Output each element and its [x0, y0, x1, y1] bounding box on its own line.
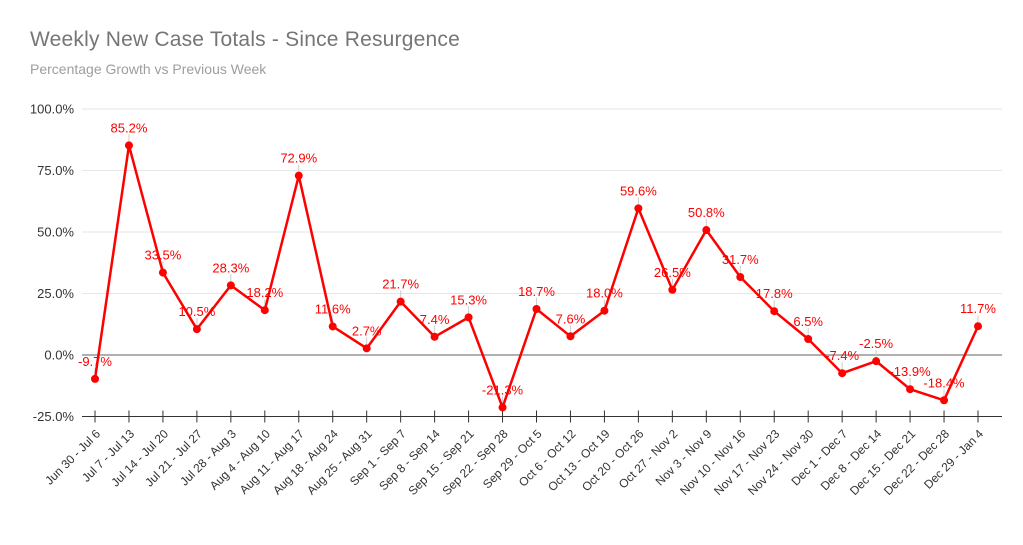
- data-point[interactable]: [362, 344, 371, 353]
- data-point-label: 7.4%: [420, 312, 450, 327]
- data-point[interactable]: [634, 204, 643, 213]
- data-point-label: 17.8%: [756, 286, 793, 301]
- data-point-label: 7.6%: [556, 311, 586, 326]
- data-point-label: 11.7%: [960, 301, 996, 316]
- data-point[interactable]: [566, 332, 575, 341]
- data-point-label: 31.7%: [722, 252, 759, 267]
- data-point[interactable]: [872, 357, 881, 366]
- y-axis-label: -25.0%: [33, 409, 75, 424]
- data-point[interactable]: [430, 332, 439, 341]
- x-axis-label: Dec 29 - Jan 4: [921, 426, 986, 491]
- data-point-label: 15.3%: [450, 292, 487, 307]
- data-point[interactable]: [940, 396, 949, 405]
- data-point[interactable]: [702, 226, 711, 235]
- data-point[interactable]: [838, 369, 847, 378]
- data-point-label: 50.8%: [688, 205, 725, 220]
- data-point-label: -7.4%: [825, 348, 859, 363]
- y-axis-label: 0.0%: [44, 348, 74, 363]
- y-axis-label: 100.0%: [30, 102, 75, 117]
- data-point-label: 72.9%: [280, 151, 317, 166]
- data-point-label: 6.5%: [793, 314, 823, 329]
- data-point[interactable]: [974, 322, 982, 331]
- data-point-label: 26.5%: [654, 265, 691, 280]
- data-point[interactable]: [498, 403, 507, 412]
- y-axis-label: 50.0%: [37, 225, 74, 240]
- chart-subtitle: Percentage Growth vs Previous Week: [30, 61, 267, 77]
- data-point-label: 10.5%: [178, 304, 215, 319]
- data-point-label: -18.4%: [923, 375, 965, 390]
- data-point[interactable]: [736, 273, 745, 282]
- data-point-label: -21.3%: [482, 382, 524, 397]
- data-point[interactable]: [770, 307, 779, 316]
- series-line[interactable]: [93, 144, 980, 409]
- y-axis-label: 25.0%: [37, 286, 74, 301]
- data-point[interactable]: [532, 304, 541, 313]
- data-point[interactable]: [294, 171, 303, 180]
- data-point-label: 18.7%: [518, 284, 555, 299]
- data-point-label: -13.9%: [889, 364, 931, 379]
- data-point[interactable]: [260, 306, 269, 315]
- data-point[interactable]: [192, 325, 201, 334]
- data-point[interactable]: [158, 268, 167, 277]
- data-point[interactable]: [804, 335, 813, 344]
- data-point-label: 18.0%: [586, 286, 623, 301]
- chart-title: Weekly New Case Totals - Since Resurgenc…: [30, 28, 460, 51]
- data-point-label: 11.6%: [315, 301, 351, 316]
- data-point-label: 59.6%: [620, 183, 657, 198]
- data-point-label: -2.5%: [859, 336, 893, 351]
- data-point[interactable]: [226, 281, 235, 290]
- data-point[interactable]: [668, 285, 677, 294]
- data-point-label: 18.2%: [246, 285, 283, 300]
- data-point[interactable]: [91, 374, 99, 383]
- data-point-label: 33.5%: [144, 248, 181, 263]
- y-axis-label: 75.0%: [37, 163, 74, 178]
- data-point[interactable]: [396, 297, 405, 306]
- data-point-label: -9.7%: [78, 354, 112, 369]
- data-point[interactable]: [328, 322, 337, 331]
- data-point[interactable]: [600, 306, 609, 315]
- data-point[interactable]: [464, 313, 473, 322]
- data-point-label: 2.7%: [352, 323, 382, 338]
- data-point-label: 21.7%: [382, 277, 419, 292]
- data-point[interactable]: [124, 141, 133, 150]
- data-point-label: 85.2%: [111, 120, 148, 135]
- data-point[interactable]: [906, 385, 915, 394]
- data-point-label: 28.3%: [212, 260, 249, 275]
